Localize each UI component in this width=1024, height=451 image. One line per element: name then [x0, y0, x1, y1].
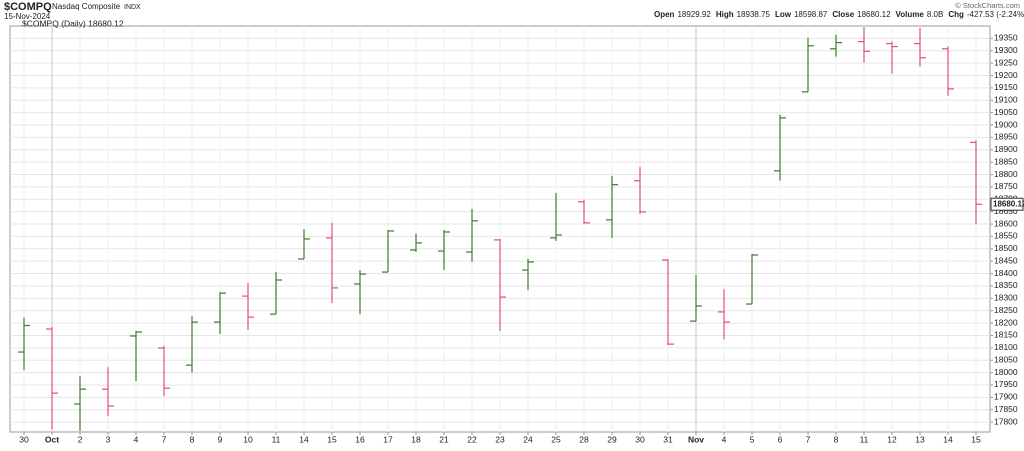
last-price: 18680.12: [993, 199, 1024, 208]
quote-value: 18680.12: [857, 10, 891, 19]
y-tick-label: 18750: [994, 181, 1018, 191]
y-tick-label: 18500: [994, 243, 1018, 253]
credit: © StockCharts.com: [955, 1, 1020, 10]
legend: $COMPQ (Daily) 18680.12: [22, 18, 124, 28]
x-tick-label: 10: [243, 434, 253, 444]
y-tick-label: 18250: [994, 305, 1018, 315]
y-tick-label: 18850: [994, 156, 1018, 166]
x-tick-label: 13: [915, 434, 925, 444]
y-tick-label: 18900: [994, 144, 1018, 154]
y-tick-label: 17850: [994, 404, 1018, 414]
x-tick-label: 5: [750, 434, 755, 444]
quote-value: 18929.92: [677, 10, 711, 19]
y-tick-label: 18350: [994, 280, 1018, 290]
quote-label: Low: [775, 10, 792, 19]
last-price-box: [990, 197, 1024, 211]
y-tick-label: 19250: [994, 57, 1018, 67]
x-tick-label: 7: [806, 434, 811, 444]
y-tick-label: 19100: [994, 95, 1018, 105]
x-tick-label: 18: [411, 434, 421, 444]
x-tick-label: 12: [887, 434, 897, 444]
x-tick-label: 14: [299, 434, 309, 444]
y-tick-label: 17800: [994, 416, 1018, 426]
quote: Open 18929.92 High 18938.75 Low 18598.87 Close…: [654, 10, 1024, 19]
y-tick-label: 18100: [994, 342, 1018, 352]
x-tick-label: 29: [607, 434, 617, 444]
y-tick-label: 18000: [994, 367, 1018, 377]
symbol-name: Nasdaq Composite: [52, 2, 121, 11]
y-tick-label: 19050: [994, 107, 1018, 117]
x-tick-label: 28: [579, 434, 589, 444]
y-tick-label: 19350: [994, 33, 1018, 43]
x-tick-label: 7: [162, 434, 167, 444]
x-tick-label: 23: [495, 434, 505, 444]
y-tick-label: 18400: [994, 268, 1018, 278]
x-tick-label: 31: [663, 434, 673, 444]
y-tick-label: 18300: [994, 293, 1018, 303]
x-tick-label: 22: [467, 434, 477, 444]
x-tick-label: 4: [722, 434, 727, 444]
x-tick-label: 25: [551, 434, 561, 444]
quote-label: Close: [832, 10, 854, 19]
y-tick-label: 18050: [994, 354, 1018, 364]
x-tick-label: Nov: [688, 434, 704, 444]
x-tick-label: 11: [860, 434, 869, 444]
quote-label: High: [716, 10, 734, 19]
x-tick-label: 4: [134, 434, 139, 444]
quote-label: Chg: [948, 10, 964, 19]
x-tick-label: 21: [439, 434, 449, 444]
x-tick-label: 30: [19, 434, 29, 444]
y-tick-label: 19300: [994, 45, 1018, 55]
quote-value: 18598.87: [794, 10, 828, 19]
quote-value: 8.0B: [927, 10, 943, 19]
y-tick-label: 18200: [994, 317, 1018, 327]
x-tick-label: 30: [635, 434, 645, 444]
quote-value: -427.53 (-2.24%): [967, 10, 1024, 19]
symbol: $COMPQ: [4, 1, 52, 13]
x-tick-label: Oct: [45, 434, 59, 444]
quote-label: Volume: [896, 10, 925, 19]
x-tick-label: 15: [327, 434, 337, 444]
date: 15-Nov-2024: [4, 12, 51, 21]
y-tick-label: 18950: [994, 132, 1018, 142]
x-tick-label: 3: [106, 434, 111, 444]
y-tick-label: 17900: [994, 392, 1018, 402]
x-tick-label: 16: [355, 434, 365, 444]
y-tick-label: 18550: [994, 231, 1018, 241]
x-tick-label: 8: [834, 434, 839, 444]
y-tick-label: 19150: [994, 82, 1018, 92]
exchange: INDX: [124, 4, 141, 11]
x-tick-label: 24: [523, 434, 533, 444]
x-tick-label: 14: [943, 434, 953, 444]
x-tick-label: 11: [272, 434, 281, 444]
y-tick-label: 18600: [994, 218, 1018, 228]
y-tick-label: 17950: [994, 379, 1018, 389]
y-tick-label: 19000: [994, 119, 1018, 129]
y-tick-label: 19200: [994, 70, 1018, 80]
quote-value: 18938.75: [737, 10, 771, 19]
y-tick-label: 18650: [994, 206, 1018, 216]
x-tick-label: 2: [78, 434, 83, 444]
x-tick-label: 15: [971, 434, 981, 444]
x-tick-label: 8: [190, 434, 195, 444]
x-tick-label: 6: [778, 434, 783, 444]
quote-label: Open: [654, 10, 675, 19]
y-tick-label: 18450: [994, 255, 1018, 265]
y-tick-label: 18800: [994, 169, 1018, 179]
y-tick-label: 18150: [994, 330, 1018, 340]
x-tick-label: 17: [383, 434, 393, 444]
x-tick-label: 9: [218, 434, 223, 444]
